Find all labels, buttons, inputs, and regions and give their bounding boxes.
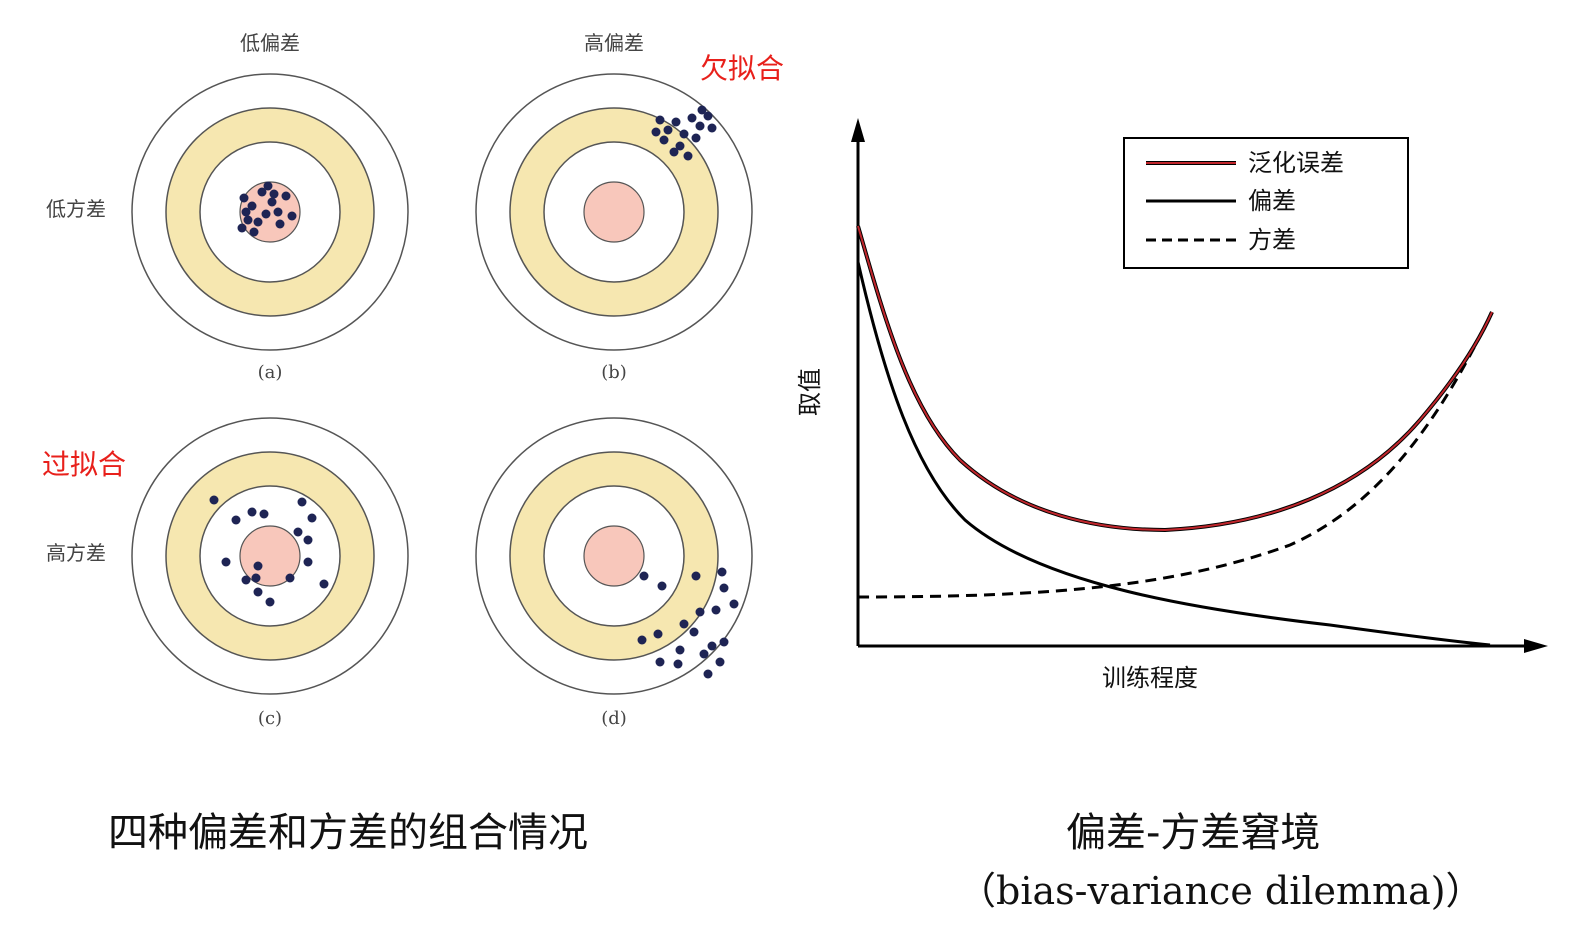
target-b: (b)	[475, 73, 753, 383]
dots-b	[651, 105, 717, 161]
row-header-low-variance: 低方差	[46, 197, 106, 221]
bias-variance-targets: 低偏差 高偏差 低方差 高方差 欠拟合 过拟合 (a)	[42, 31, 784, 729]
annotation-underfit: 欠拟合	[700, 52, 784, 85]
col-header-low-bias: 低偏差	[240, 31, 300, 55]
x-axis-label: 训练程度	[1102, 664, 1198, 692]
x-axis-arrow	[1524, 639, 1548, 653]
caption-right-title: 偏差-方差窘境	[1066, 810, 1321, 856]
row-header-high-variance: 高方差	[46, 541, 106, 565]
dots-d	[637, 567, 739, 679]
legend-label-bias: 偏差	[1248, 187, 1296, 215]
chart-legend: 泛化误差 偏差 方差	[1123, 137, 1409, 269]
panel-tag-d: (d)	[601, 708, 627, 729]
target-a: (a)	[131, 73, 409, 383]
annotation-overfit: 过拟合	[42, 448, 126, 481]
caption-right-subtitle: （bias-variance dilemma)）	[958, 869, 1484, 913]
target-d: (d)	[475, 417, 753, 729]
series-bias-curve	[856, 261, 1491, 647]
panel-tag-b: (b)	[601, 362, 627, 383]
series-generalization-error-curve-shadow	[856, 225, 1494, 533]
y-axis-arrow	[851, 118, 865, 142]
y-axis-label: 取值	[796, 368, 824, 416]
legend-label-generalization-error: 泛化误差	[1248, 149, 1344, 177]
dots-c	[209, 495, 329, 607]
panel-tag-c: (c)	[258, 708, 282, 729]
caption-left: 四种偏差和方差的组合情况	[108, 810, 588, 856]
panel-tag-a: (a)	[258, 362, 283, 383]
col-header-high-bias: 高偏差	[584, 31, 644, 55]
dots-a	[237, 181, 297, 237]
bias-variance-chart: 取值 训练程度 泛化误差 偏差 方差	[796, 118, 1548, 692]
legend-label-variance: 方差	[1248, 226, 1296, 254]
target-c: (c)	[131, 417, 409, 729]
series-variance-curve	[857, 311, 1494, 599]
series-generalization-error-curve	[857, 225, 1493, 532]
